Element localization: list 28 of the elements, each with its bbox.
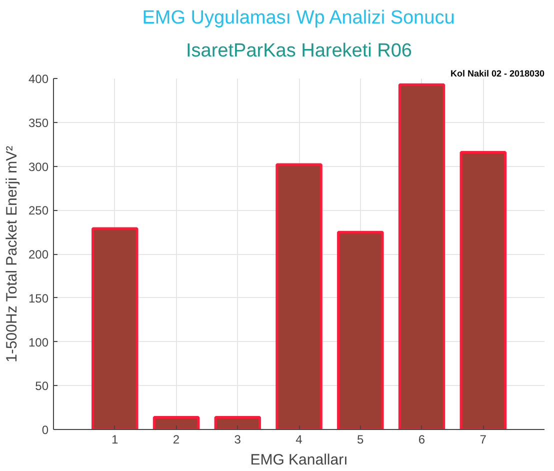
y-tick-label: 400 [28,72,49,86]
y-tick-label: 50 [35,379,49,394]
bar [398,83,446,430]
x-axis-title: EMG Kanalları [250,452,348,468]
chart-subtitle: IsaretParKas Hareketi R06 [186,40,412,62]
y-tick-label: 300 [28,160,49,174]
text: Kol Nakil 02 - 2018030 [450,68,545,78]
x-tick-label: 2 [172,432,180,446]
x-tick-label: 3 [234,432,242,446]
bar [214,416,261,430]
x-tick-label: 4 [296,432,303,446]
y-tick-label: 100 [28,335,49,350]
bar [92,227,138,430]
bar [337,230,384,430]
bar [276,163,322,430]
bar [460,150,506,430]
y-tick-label: 350 [28,116,49,130]
x-tick-label: 5 [357,432,364,446]
y-axis-title: 1-500Hz Total Packet Enerji mV² [3,146,20,362]
x-tick-label: 7 [480,432,487,446]
y-tick-label: 250 [28,204,49,218]
x-tick-label: 6 [418,432,426,446]
y-tick-label: 200 [28,248,49,262]
x-tick-label: 1 [112,432,119,446]
y-tick-label: 150 [28,291,49,306]
y-tick-label: 0 [42,423,49,437]
chart-title: EMG Uygulaması Wp Analizi Sonucu [142,8,455,28]
bar [152,416,200,430]
